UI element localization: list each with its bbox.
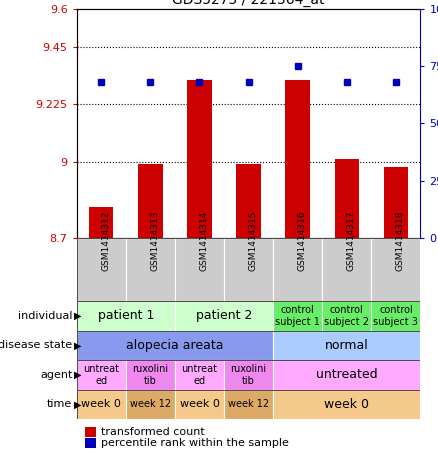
Text: individual: individual bbox=[18, 311, 72, 321]
Text: control
subject 2: control subject 2 bbox=[324, 305, 369, 327]
Text: week 12: week 12 bbox=[130, 399, 171, 410]
Bar bbox=[77, 301, 175, 331]
Text: untreated: untreated bbox=[316, 368, 378, 381]
Text: disease state: disease state bbox=[0, 340, 72, 351]
Bar bbox=[224, 238, 273, 301]
Text: GSM1414314: GSM1414314 bbox=[199, 211, 208, 271]
Text: GSM1414315: GSM1414315 bbox=[248, 211, 258, 271]
Bar bbox=[384, 167, 408, 238]
Text: GSM1414313: GSM1414313 bbox=[150, 211, 159, 271]
Bar bbox=[77, 331, 273, 360]
Text: week 0: week 0 bbox=[324, 398, 369, 411]
Bar bbox=[273, 390, 420, 419]
Text: transformed count: transformed count bbox=[101, 427, 205, 437]
Bar bbox=[126, 390, 175, 419]
Bar bbox=[138, 164, 162, 238]
Bar bbox=[224, 360, 273, 390]
Text: GSM1414317: GSM1414317 bbox=[347, 211, 356, 271]
Text: ▶: ▶ bbox=[74, 399, 82, 410]
Bar bbox=[335, 159, 359, 238]
Bar bbox=[273, 238, 322, 301]
Bar bbox=[273, 360, 420, 390]
Text: week 12: week 12 bbox=[228, 399, 269, 410]
Text: ruxolini
tib: ruxolini tib bbox=[132, 364, 168, 386]
Bar bbox=[175, 301, 273, 331]
Bar bbox=[126, 238, 175, 301]
Bar bbox=[175, 390, 224, 419]
Text: GSM1414312: GSM1414312 bbox=[101, 211, 110, 271]
Bar bbox=[77, 390, 126, 419]
Bar bbox=[77, 360, 126, 390]
Text: control
subject 1: control subject 1 bbox=[275, 305, 320, 327]
Bar bbox=[371, 301, 420, 331]
Bar bbox=[322, 238, 371, 301]
Bar bbox=[371, 238, 420, 301]
Text: ▶: ▶ bbox=[74, 311, 82, 321]
Bar bbox=[236, 164, 261, 238]
Text: agent: agent bbox=[40, 370, 72, 380]
Bar bbox=[322, 301, 371, 331]
Bar bbox=[187, 80, 212, 238]
Bar bbox=[224, 390, 273, 419]
Bar bbox=[126, 360, 175, 390]
Bar bbox=[286, 80, 310, 238]
Bar bbox=[273, 301, 322, 331]
Text: untreat
ed: untreat ed bbox=[181, 364, 217, 386]
Bar bbox=[89, 207, 113, 238]
Text: alopecia areata: alopecia areata bbox=[126, 339, 224, 352]
Bar bbox=[175, 238, 224, 301]
Text: ▶: ▶ bbox=[74, 340, 82, 351]
Text: ruxolini
tib: ruxolini tib bbox=[230, 364, 267, 386]
Title: GDS5275 / 221564_at: GDS5275 / 221564_at bbox=[172, 0, 325, 7]
Text: time: time bbox=[47, 399, 72, 410]
Bar bbox=[77, 238, 126, 301]
Text: normal: normal bbox=[325, 339, 369, 352]
Text: week 0: week 0 bbox=[81, 399, 121, 410]
Bar bbox=[273, 331, 420, 360]
Text: week 0: week 0 bbox=[180, 399, 219, 410]
Text: patient 1: patient 1 bbox=[98, 309, 154, 323]
Bar bbox=[175, 360, 224, 390]
Text: GSM1414316: GSM1414316 bbox=[298, 211, 307, 271]
Text: patient 2: patient 2 bbox=[196, 309, 252, 323]
Text: ▶: ▶ bbox=[74, 370, 82, 380]
Text: control
subject 3: control subject 3 bbox=[374, 305, 418, 327]
Text: percentile rank within the sample: percentile rank within the sample bbox=[101, 438, 289, 448]
Text: GSM1414318: GSM1414318 bbox=[396, 211, 405, 271]
Text: untreat
ed: untreat ed bbox=[83, 364, 119, 386]
